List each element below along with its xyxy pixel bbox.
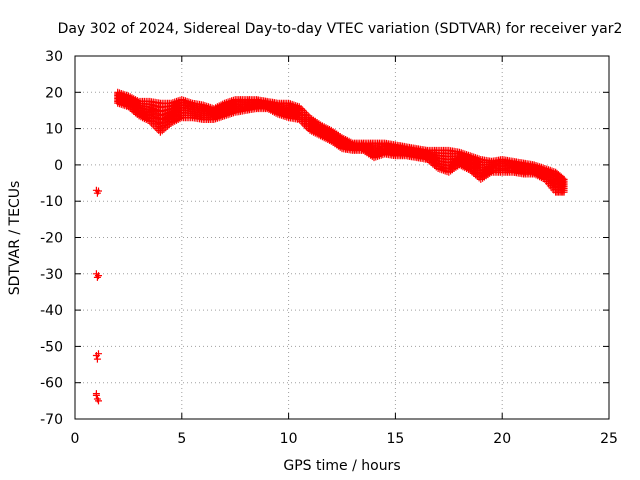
y-tick-label: -60 bbox=[40, 376, 63, 392]
data-point bbox=[93, 273, 101, 281]
y-tick-label: 30 bbox=[45, 49, 63, 65]
data-point bbox=[560, 175, 568, 183]
y-tick-label: -70 bbox=[40, 412, 63, 428]
x-tick-label: 15 bbox=[386, 431, 404, 447]
y-axis-label: SDTVAR / TECUs bbox=[7, 181, 23, 296]
x-tick-label: 0 bbox=[71, 431, 80, 447]
data-point bbox=[92, 390, 100, 398]
data-point bbox=[95, 350, 102, 358]
data-point bbox=[95, 397, 102, 405]
y-tick-label: 20 bbox=[45, 85, 63, 101]
x-tick-label: 5 bbox=[177, 431, 186, 447]
chart-title: Day 302 of 2024, Sidereal Day-to-day VTE… bbox=[58, 21, 623, 37]
y-tick-label: -50 bbox=[40, 339, 63, 355]
y-tick-label: -40 bbox=[40, 303, 63, 319]
data-point bbox=[95, 187, 102, 195]
y-tick-label: -20 bbox=[40, 231, 63, 247]
data-point bbox=[559, 174, 567, 182]
data-point bbox=[546, 166, 554, 174]
y-tick-label: -30 bbox=[40, 267, 63, 283]
y-tick-label: 0 bbox=[54, 158, 63, 174]
y-tick-label: -10 bbox=[40, 194, 63, 210]
x-tick-label: 10 bbox=[280, 431, 298, 447]
y-tick-label: 10 bbox=[45, 122, 63, 138]
data-point bbox=[95, 272, 102, 280]
x-axis-label: GPS time / hours bbox=[283, 458, 400, 474]
data-point bbox=[93, 355, 101, 363]
data-point bbox=[302, 110, 310, 118]
axis-ticks bbox=[74, 55, 610, 420]
x-tick-labels: 0 5 10 15 20 25 bbox=[71, 431, 618, 447]
x-tick-label: 20 bbox=[493, 431, 511, 447]
y-tick-labels: 30 20 10 0 -10 -20 -30 -40 -50 -60 -70 bbox=[40, 49, 63, 428]
data-marks bbox=[92, 88, 568, 405]
x-tick-label: 25 bbox=[600, 431, 618, 447]
